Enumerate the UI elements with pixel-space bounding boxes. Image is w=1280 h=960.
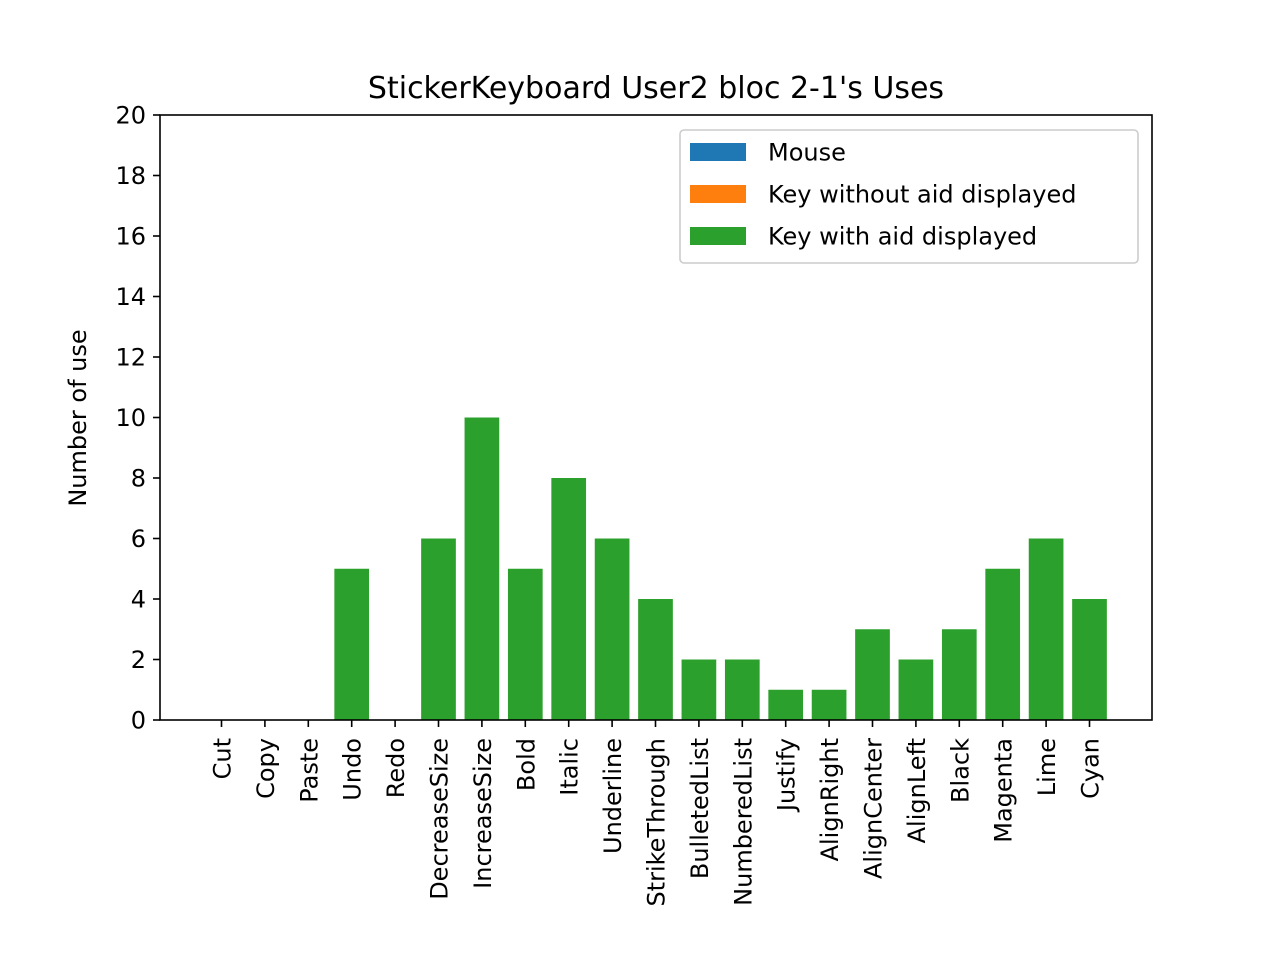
legend-box bbox=[679, 129, 1139, 264]
y-axis-label: Number of use bbox=[64, 329, 92, 506]
bars-group bbox=[334, 417, 1107, 720]
bar-justify-series-2 bbox=[768, 689, 804, 720]
y-tick-label: 2 bbox=[131, 646, 146, 674]
x-tick-label: Lime bbox=[1033, 738, 1061, 796]
bar-aligncenter-series-2 bbox=[855, 629, 890, 720]
x-tick-label: Cut bbox=[209, 738, 237, 779]
x-tick-label: Undo bbox=[339, 738, 367, 801]
x-tick-label: AlignRight bbox=[816, 738, 844, 861]
bar-italic-series-2 bbox=[551, 478, 587, 720]
legend-label: Mouse bbox=[768, 139, 846, 167]
bar-underline-series-2 bbox=[594, 538, 630, 720]
bar-alignright-series-2 bbox=[811, 689, 847, 720]
y-tick-label: 16 bbox=[115, 223, 146, 251]
y-tick-label: 8 bbox=[131, 465, 146, 493]
bar-magenta-series-2 bbox=[985, 568, 1021, 720]
y-tick-label: 18 bbox=[115, 162, 146, 190]
legend-swatch bbox=[690, 143, 746, 161]
legend-swatch bbox=[690, 227, 746, 245]
bar-alignleft-series-2 bbox=[898, 659, 934, 720]
x-tick-label: DecreaseSize bbox=[426, 738, 454, 900]
legend-label: Key without aid displayed bbox=[768, 181, 1076, 209]
bar-decreasesize-series-2 bbox=[421, 538, 456, 720]
x-tick-label: Italic bbox=[556, 738, 584, 796]
bar-undo-series-2 bbox=[334, 568, 370, 720]
bar-bold-series-2 bbox=[507, 568, 543, 720]
bar-black-series-2 bbox=[941, 629, 977, 720]
bar-cyan-series-2 bbox=[1072, 599, 1107, 720]
y-tick-label: 10 bbox=[115, 404, 146, 432]
x-tick-label: Paste bbox=[295, 738, 323, 803]
x-tick-label: Copy bbox=[252, 738, 280, 799]
x-tick-label: AlignCenter bbox=[860, 738, 888, 879]
y-tick-label: 0 bbox=[131, 707, 146, 735]
legend: Mouse Key without aid displayed Key with a… bbox=[679, 129, 1139, 264]
y-tick-label: 4 bbox=[131, 586, 146, 614]
x-tick-label: Black bbox=[946, 738, 974, 803]
x-tick-label: BulletedList bbox=[686, 738, 714, 879]
x-tick-label: NumberedList bbox=[729, 738, 757, 906]
x-tick-label: IncreaseSize bbox=[469, 738, 497, 889]
y-tick-label: 12 bbox=[115, 344, 146, 372]
y-tick-label: 20 bbox=[115, 102, 146, 130]
bar-lime-series-2 bbox=[1028, 538, 1064, 720]
x-tick-label: Magenta bbox=[990, 738, 1018, 843]
legend-swatch bbox=[690, 185, 746, 203]
bar-strikethrough-series-2 bbox=[638, 599, 673, 720]
x-tick-label: StrikeThrough bbox=[643, 738, 671, 907]
bar-numberedlist-series-2 bbox=[724, 659, 760, 720]
x-tick-label: AlignLeft bbox=[903, 738, 931, 843]
x-tick-label: Underline bbox=[599, 738, 627, 854]
y-tick-label: 6 bbox=[131, 525, 146, 553]
x-tick-label: Bold bbox=[512, 738, 540, 791]
y-tick-label: 14 bbox=[115, 283, 146, 311]
y-axis-ticks: 0 2 4 6 8 10 12 14 16 18 20 bbox=[115, 102, 160, 735]
x-axis-ticks: Cut Copy Paste Undo Redo DecreaseSize Increase… bbox=[209, 720, 1105, 907]
x-tick-label: Redo bbox=[382, 738, 410, 798]
bar-increasesize-series-2 bbox=[464, 417, 500, 720]
x-tick-label: Cyan bbox=[1077, 738, 1105, 799]
bar-bulletedlist-series-2 bbox=[681, 659, 717, 720]
chart-title: StickerKeyboard User2 bloc 2-1's Uses bbox=[368, 71, 944, 106]
x-tick-label: Justify bbox=[773, 738, 801, 813]
legend-label: Key with aid displayed bbox=[768, 223, 1037, 251]
